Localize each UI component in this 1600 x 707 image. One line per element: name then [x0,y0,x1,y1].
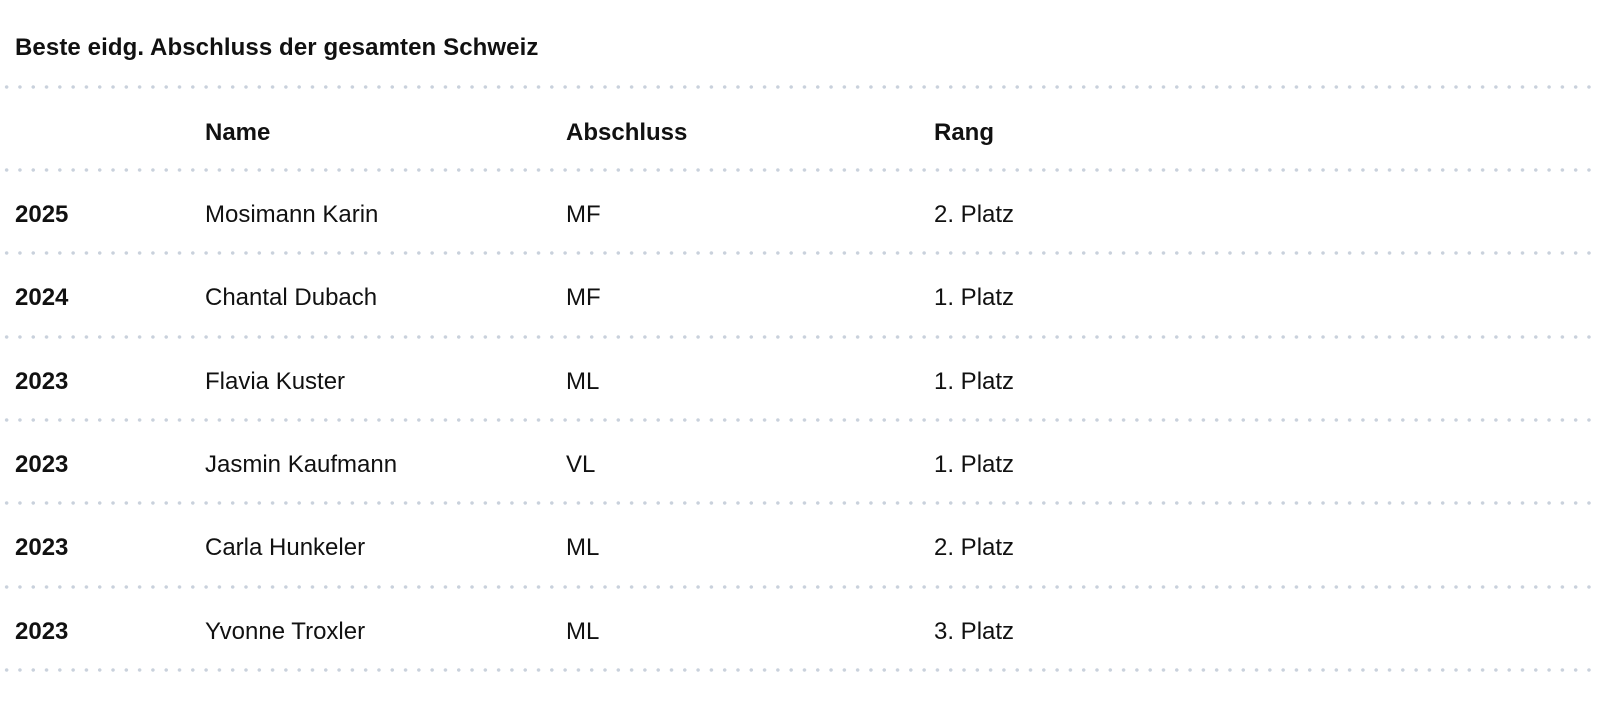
cell-abschluss: MF [566,201,601,228]
cell-name: Jasmin Kaufmann [205,451,398,478]
header-abschluss: Abschluss [566,119,688,146]
dotted-divider [0,251,1600,255]
cell-name: Chantal Dubach [205,284,378,311]
cell-abschluss: ML [566,534,600,561]
table-row: 2025 Mosimann Karin MF 2. Platz [0,175,1600,255]
cell-abschluss: ML [566,368,600,395]
cell-abschluss: ML [566,618,600,645]
cell-abschluss: VL [566,451,596,478]
dotted-divider [0,418,1600,422]
cell-year: 2025 [15,201,69,228]
page-title: Beste eidg. Abschluss der gesamten Schwe… [15,34,539,61]
cell-year: 2023 [15,534,69,561]
cell-rang: 3. Platz [934,618,1015,645]
table-row: 2023 Jasmin Kaufmann VL 1. Platz [0,425,1600,505]
cell-name: Yvonne Troxler [205,618,366,645]
cell-rang: 1. Platz [934,451,1015,478]
cell-name: Mosimann Karin [205,201,379,228]
cell-rang: 1. Platz [934,284,1015,311]
cell-rang: 2. Platz [934,201,1015,228]
table-row: 2023 Yvonne Troxler ML 3. Platz [0,592,1600,672]
dotted-divider [0,501,1600,505]
table-row: 2023 Flavia Kuster ML 1. Platz [0,342,1600,422]
header-name: Name [205,119,271,146]
dotted-divider [0,585,1600,589]
table-header-row: Name Abschluss Rang [0,93,1600,173]
cell-year: 2024 [15,284,69,311]
cell-name: Flavia Kuster [205,368,346,395]
cell-abschluss: MF [566,284,601,311]
header-rang: Rang [934,119,994,146]
dotted-divider [0,668,1600,672]
cell-year: 2023 [15,451,69,478]
cell-rang: 1. Platz [934,368,1015,395]
cell-year: 2023 [15,368,69,395]
dotted-divider [0,335,1600,339]
dotted-divider [0,168,1600,172]
cell-year: 2023 [15,618,69,645]
table-row: 2024 Chantal Dubach MF 1. Platz [0,258,1600,338]
dotted-divider [0,85,1600,89]
cell-name: Carla Hunkeler [205,534,366,561]
cell-rang: 2. Platz [934,534,1015,561]
table-row: 2023 Carla Hunkeler ML 2. Platz [0,508,1600,588]
